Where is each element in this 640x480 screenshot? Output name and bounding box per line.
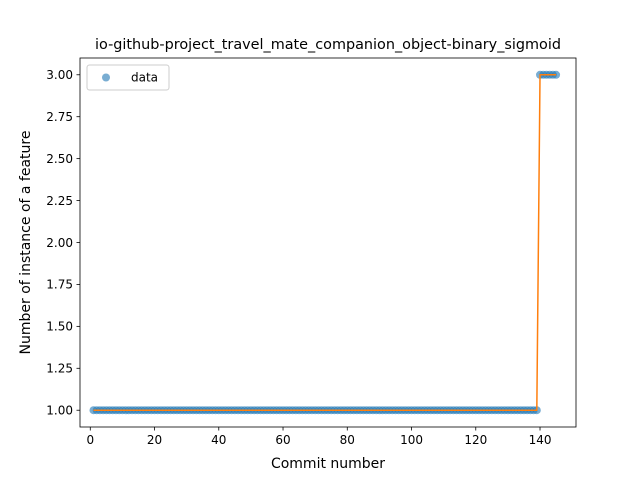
y-tick-label: 2.75	[46, 110, 73, 124]
axes-layer: 0 20 40 60 80 100 120 140 1.00 1.25 1.50 1.75 2.00 2.…	[46, 57, 577, 447]
plot-area	[80, 58, 576, 427]
y-tick-label: 1.00	[46, 404, 73, 418]
legend-label: data	[131, 71, 158, 85]
x-tick-label: 80	[340, 433, 355, 447]
y-tick-label: 3.00	[46, 68, 73, 82]
chart-title: io-github-project_travel_mate_companion_…	[95, 37, 561, 53]
x-tick-label: 100	[400, 433, 423, 447]
x-tick-label: 20	[147, 433, 162, 447]
x-tick-label: 40	[211, 433, 226, 447]
y-tick-label: 1.50	[46, 320, 73, 334]
series-layer	[89, 70, 561, 415]
y-tick-label: 1.75	[46, 278, 73, 292]
x-tick-label: 60	[275, 433, 290, 447]
series-line	[93, 74, 557, 411]
y-tick-label: 2.00	[46, 236, 73, 250]
x-axis-title: Commit number	[271, 456, 385, 472]
y-axis-title: Number of instance of a feature	[18, 131, 34, 355]
y-tick-label: 1.25	[46, 362, 73, 376]
y-tick-label: 2.50	[46, 152, 73, 166]
legend: data	[86, 64, 170, 91]
legend-marker	[102, 73, 110, 82]
legend-box	[86, 64, 170, 91]
x-tick-label: 120	[464, 433, 487, 447]
x-tick-label: 140	[529, 433, 552, 447]
y-tick-label: 2.25	[46, 194, 73, 208]
x-tick-label: 0	[86, 433, 94, 447]
